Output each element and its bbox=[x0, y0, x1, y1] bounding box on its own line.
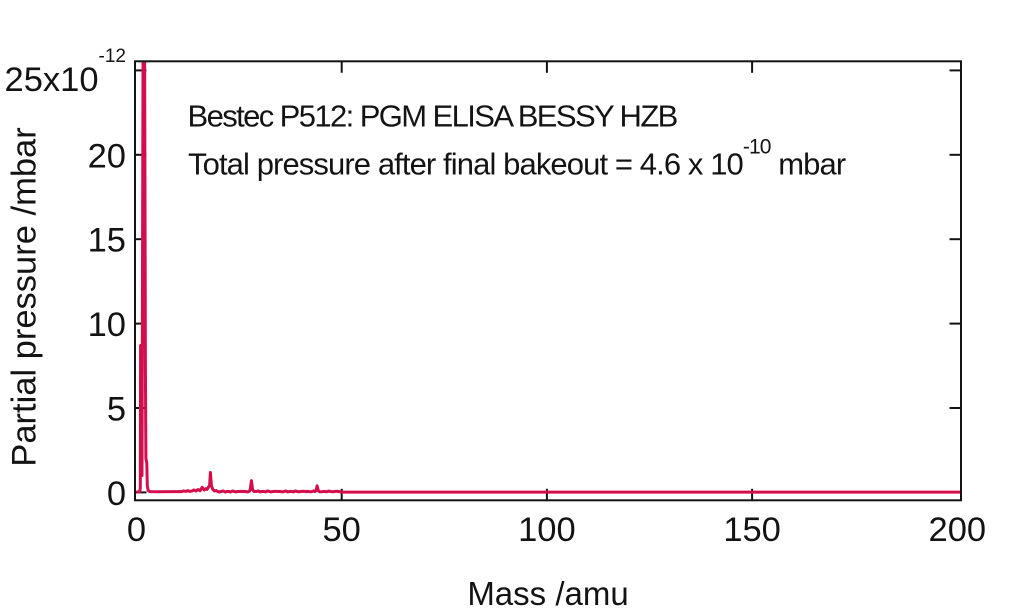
svg-text:10: 10 bbox=[88, 306, 126, 344]
svg-text:50: 50 bbox=[323, 511, 361, 549]
svg-text:Bestec P512: PGM ELISA BESSY H: Bestec P512: PGM ELISA BESSY HZB bbox=[188, 99, 678, 134]
svg-text:200: 200 bbox=[929, 511, 987, 549]
svg-text:100: 100 bbox=[518, 511, 576, 549]
svg-text:Partial pressure /mbar: Partial pressure /mbar bbox=[6, 127, 44, 466]
svg-text:20: 20 bbox=[88, 137, 126, 175]
svg-text:0: 0 bbox=[127, 511, 146, 549]
svg-text:0: 0 bbox=[107, 475, 126, 513]
svg-text:15: 15 bbox=[88, 222, 126, 260]
svg-text:5: 5 bbox=[107, 391, 126, 429]
svg-text:25x10-12: 25x10-12 bbox=[5, 46, 126, 99]
svg-text:Mass /amu: Mass /amu bbox=[467, 575, 628, 612]
svg-text:150: 150 bbox=[723, 511, 781, 549]
svg-text:Total pressure after final bak: Total pressure after final bakeout = 4.6… bbox=[188, 136, 846, 182]
